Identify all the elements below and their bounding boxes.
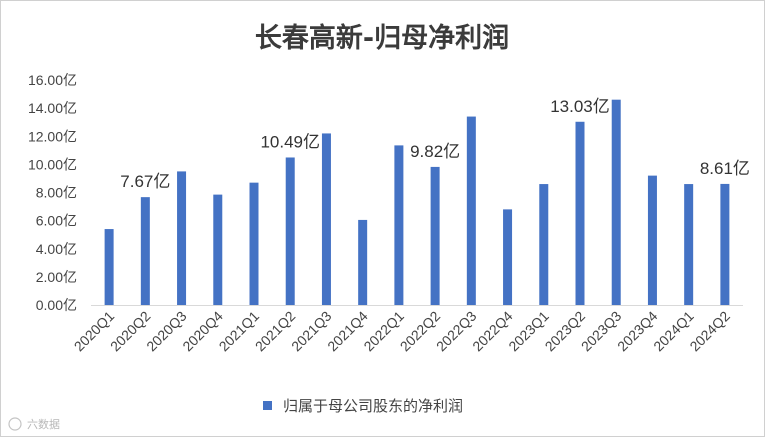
- bar: [358, 219, 368, 305]
- y-tick-label: 14.00亿: [28, 100, 77, 116]
- bar: [177, 171, 187, 305]
- y-tick-label: 6.00亿: [36, 213, 77, 229]
- y-tick-label: 12.00亿: [28, 128, 77, 144]
- bar: [430, 166, 440, 305]
- bar: [611, 99, 621, 305]
- legend: 归属于母公司股东的净利润: [263, 397, 463, 415]
- y-tick-label: 2.00亿: [36, 269, 77, 285]
- y-axis: 0.00亿 2.00亿 4.00亿 6.00亿 8.00亿 10.00亿 12.00亿 14.…: [28, 72, 77, 313]
- bar: [104, 229, 114, 305]
- data-label: 9.82亿: [410, 142, 460, 161]
- bar: [720, 183, 730, 305]
- y-tick-label: 16.00亿: [28, 72, 77, 88]
- data-label: 10.49亿: [260, 132, 320, 151]
- legend-swatch: [263, 401, 272, 410]
- chart-title: 长春高新-归母净利润: [255, 22, 509, 54]
- bar: [140, 197, 150, 305]
- bar: [394, 145, 404, 305]
- bar: [213, 194, 223, 305]
- y-tick-label: 10.00亿: [28, 156, 77, 172]
- bar: [647, 175, 657, 305]
- bar: [575, 121, 585, 305]
- data-labels: 7.67亿 10.49亿 9.82亿 13.03亿 8.61亿: [120, 97, 750, 191]
- bar: [285, 157, 295, 305]
- bar: [503, 209, 513, 305]
- bar: [539, 184, 549, 305]
- watermark-text: 六数据: [27, 417, 60, 431]
- data-label: 13.03亿: [550, 97, 610, 116]
- watermark-logo-icon: [8, 417, 22, 431]
- bar: [321, 133, 331, 305]
- bar-series: [104, 99, 730, 305]
- x-axis: 2020Q12020Q22020Q32020Q42021Q12021Q22021…: [71, 305, 743, 355]
- x-tick-label: 2024Q2: [686, 308, 733, 355]
- legend-label: 归属于母公司股东的净利润: [283, 397, 463, 415]
- bar: [249, 182, 259, 305]
- bar: [466, 116, 476, 305]
- data-label: 8.61亿: [700, 159, 750, 178]
- y-tick-label: 4.00亿: [36, 241, 77, 257]
- y-tick-label: 0.00亿: [36, 297, 77, 313]
- bar: [684, 184, 694, 305]
- watermark: 六数据: [8, 417, 60, 431]
- y-tick-label: 8.00亿: [36, 185, 77, 201]
- data-label: 7.67亿: [120, 172, 170, 191]
